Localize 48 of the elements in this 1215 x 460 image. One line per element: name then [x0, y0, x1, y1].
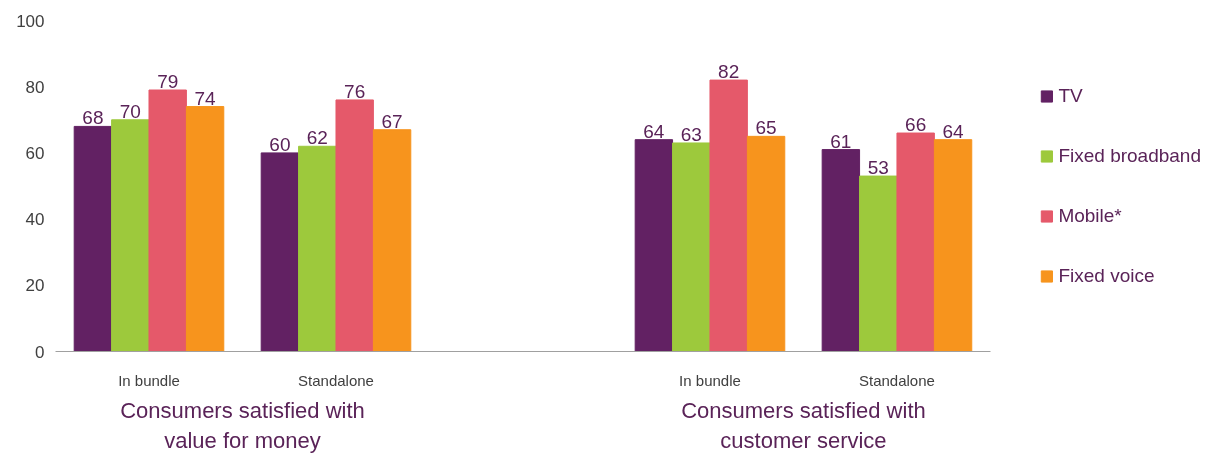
- x-tick-label: In bundle: [118, 371, 180, 389]
- bar: [372, 129, 412, 352]
- bar: [634, 139, 674, 352]
- bar: [746, 135, 786, 352]
- bar: [672, 142, 711, 352]
- data-label: 74: [194, 87, 217, 109]
- x-tick-label: Standalone: [298, 371, 374, 389]
- legend-label: Fixed broadband: [1058, 144, 1201, 167]
- bar: [298, 145, 337, 352]
- data-label: 76: [344, 80, 366, 102]
- legend-label: Mobile*: [1058, 204, 1122, 227]
- data-label: 61: [830, 130, 852, 152]
- y-tick-label: 60: [25, 143, 45, 163]
- data-label: 63: [680, 123, 702, 145]
- data-label: 65: [755, 117, 777, 139]
- data-label: 66: [905, 114, 927, 136]
- bar: [335, 99, 374, 352]
- x-tick-label: In bundle: [679, 371, 741, 389]
- text: Consumers satisfied with value for money: [120, 397, 365, 453]
- text: Consumers satisfied with customer service: [681, 397, 926, 453]
- data-label: 82: [718, 61, 740, 83]
- y-tick-label: 80: [25, 77, 45, 97]
- bar: [260, 152, 300, 352]
- legend-label: TV: [1058, 84, 1083, 107]
- bar: [185, 106, 225, 352]
- y-tick-label: 100: [16, 11, 45, 31]
- bar: [148, 89, 187, 352]
- y-tick-label: 20: [25, 276, 45, 296]
- bar: [709, 79, 748, 352]
- bar: [73, 125, 113, 352]
- bar: [859, 175, 898, 352]
- data-label: 64: [942, 120, 965, 142]
- bar: [933, 139, 973, 352]
- data-label: 68: [82, 107, 104, 129]
- data-label: 70: [119, 100, 141, 122]
- bar: [821, 149, 861, 352]
- data-label: 64: [643, 120, 665, 142]
- bar: [896, 132, 935, 352]
- legend-label: Fixed voice: [1058, 264, 1155, 287]
- data-label: 79: [157, 71, 179, 93]
- data-label: 53: [867, 157, 889, 179]
- x-tick-label: Standalone: [859, 371, 935, 389]
- data-label: 62: [306, 127, 328, 149]
- bar: [111, 119, 150, 352]
- data-label: 60: [269, 133, 291, 155]
- y-tick-label: 40: [25, 210, 45, 230]
- data-label: 67: [381, 110, 403, 132]
- y-tick-label: 0: [35, 342, 45, 362]
